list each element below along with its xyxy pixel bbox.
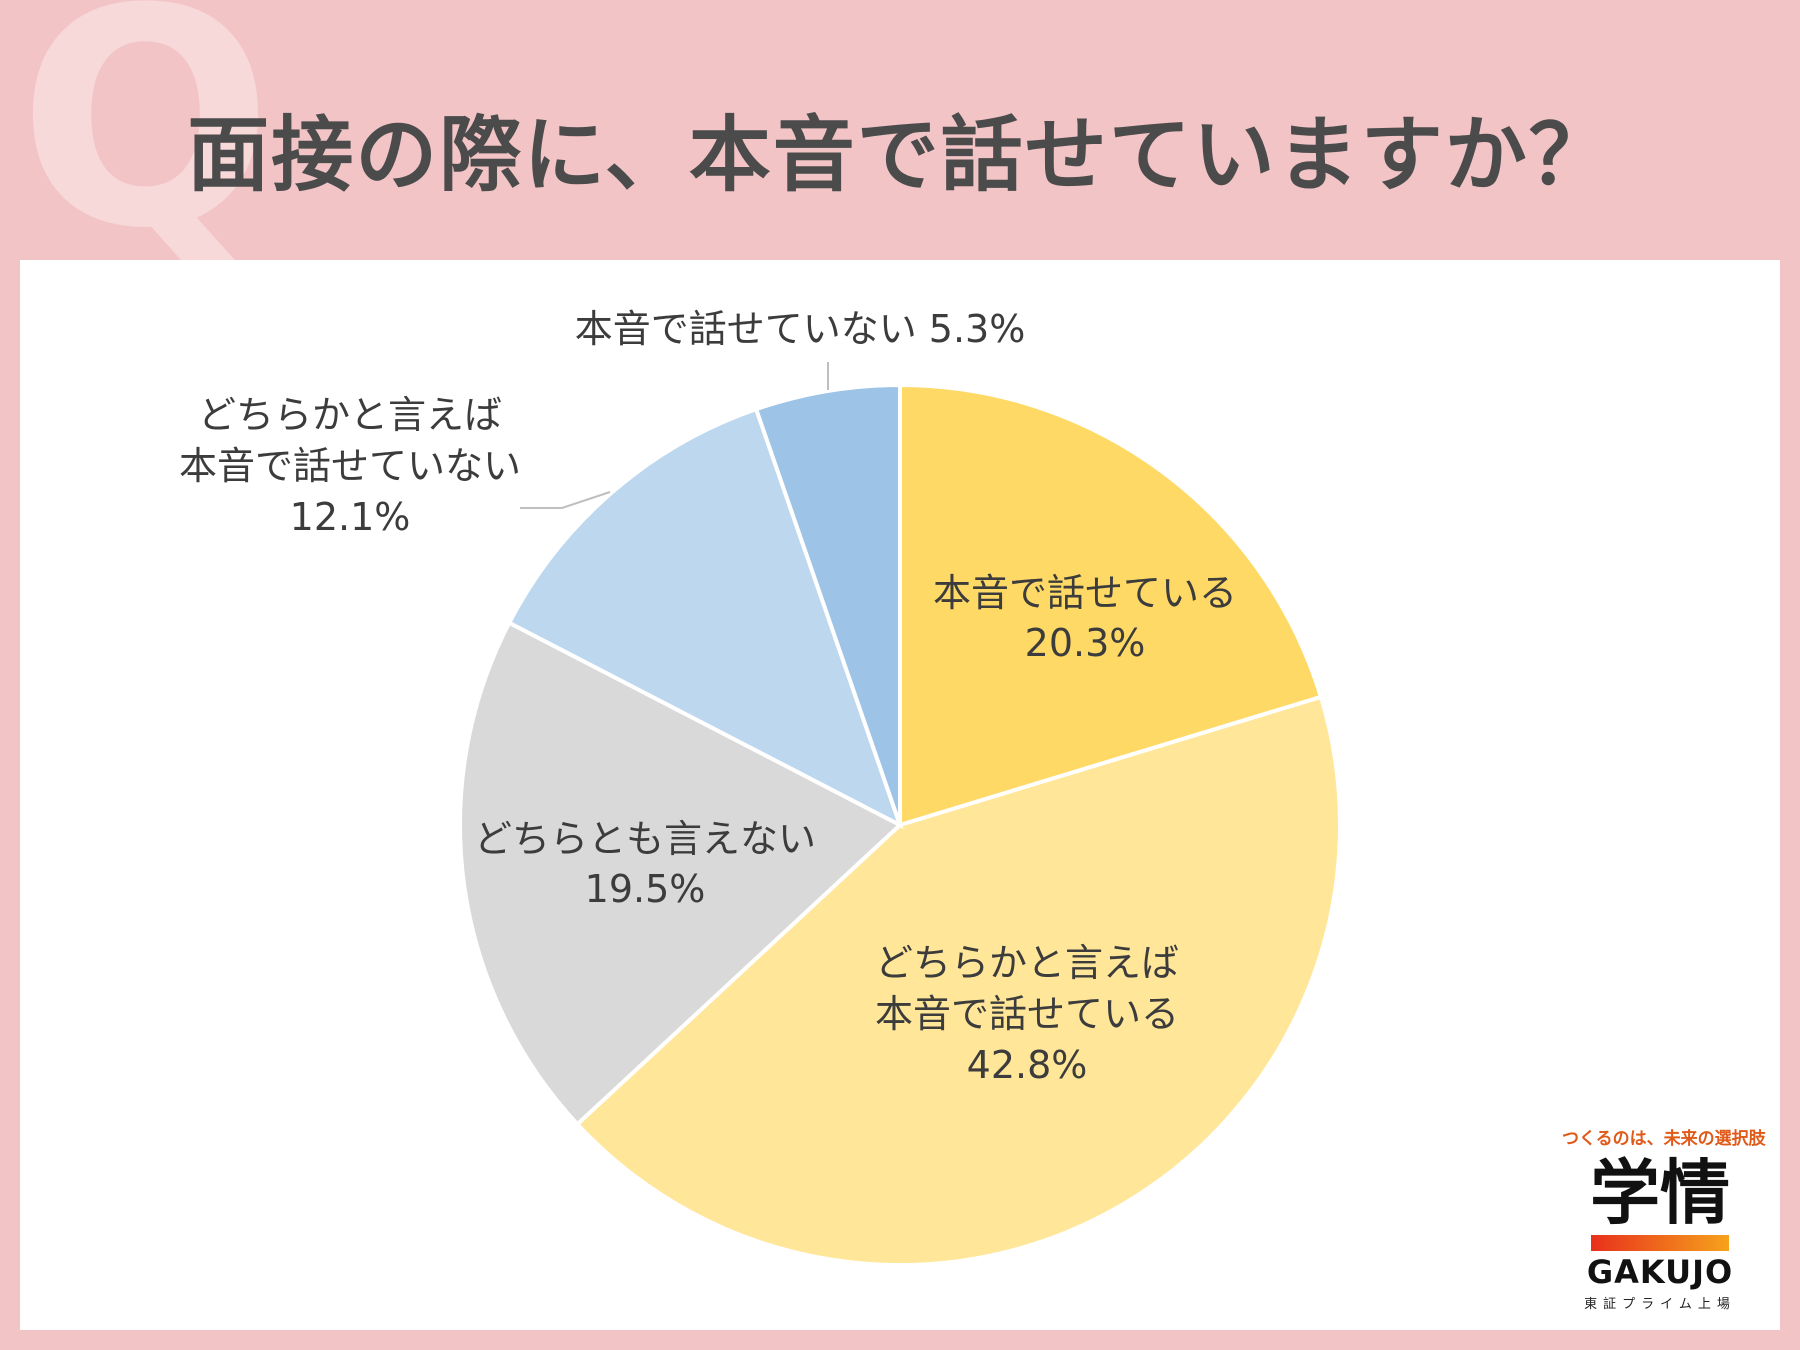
slice-neither xyxy=(458,620,904,1128)
label-somewhat-honest-line1: どちらかと言えば xyxy=(875,941,1179,985)
slice-labels: 本音で話せている 20.3% どちらかと言えば 本音で話せている 42.8% ど… xyxy=(179,307,1237,1087)
leader-line-somewhat-not-honest xyxy=(520,491,611,509)
q-watermark: Q xyxy=(18,0,274,294)
label-somewhat-honest-value: 42.8% xyxy=(967,1043,1088,1087)
logo-gradient-bar xyxy=(1591,1234,1729,1251)
slice-somewhat-honest xyxy=(574,694,1342,1267)
label-not-honest: 本音で話せていない 5.3% xyxy=(575,307,1026,351)
label-neither-line1: どちらとも言えない xyxy=(474,817,816,861)
leader-lines xyxy=(520,362,829,509)
logo-tagline: つくるのは、未来の選択肢 xyxy=(1562,1129,1766,1149)
slice-somewhat-not-honest xyxy=(506,406,904,830)
label-neither-value: 19.5% xyxy=(585,867,706,911)
label-somewhat-not-honest-line1: どちらかと言えば xyxy=(198,393,502,437)
slice-honest xyxy=(898,382,1324,828)
label-somewhat-not-honest-value: 12.1% xyxy=(290,495,411,539)
label-honest-value: 20.3% xyxy=(1025,621,1146,665)
logo-kanji: 学情 xyxy=(1590,1152,1730,1234)
logo-subtitle: 東証プライム上場 xyxy=(1584,1296,1736,1312)
gakujo-logo: つくるのは、未来の選択肢 学情 GAKUJO 東証プライム上場 xyxy=(1562,1124,1766,1312)
pie-slices xyxy=(458,382,1342,1267)
slice-not-honest xyxy=(753,382,902,826)
page-title: 面接の際に、本音で話せていますか？ xyxy=(187,108,1613,203)
label-honest-line1: 本音で話せている xyxy=(933,571,1237,615)
label-somewhat-honest-line2: 本音で話せている xyxy=(875,992,1179,1036)
logo-english: GAKUJO xyxy=(1586,1252,1734,1291)
label-somewhat-not-honest-line2: 本音で話せていない xyxy=(179,444,521,488)
